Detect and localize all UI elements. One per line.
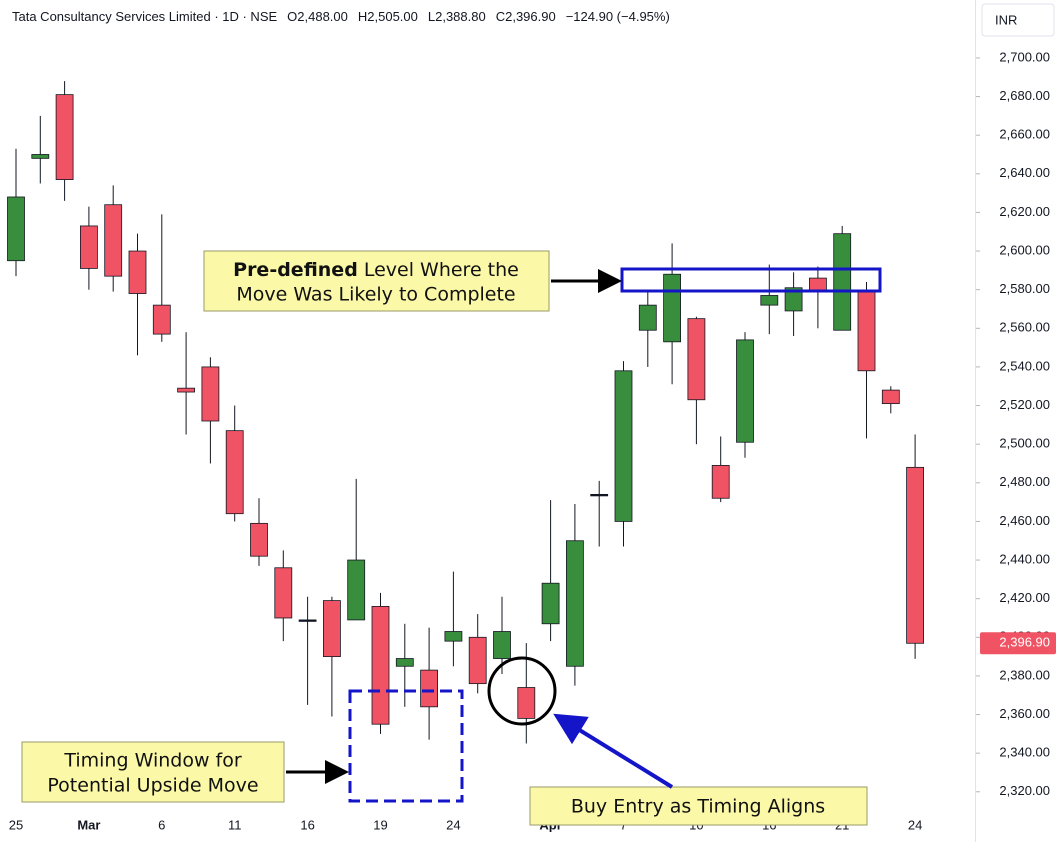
candle-body [566, 540, 584, 667]
candle-body [250, 522, 268, 557]
note-line: Move Was Likely to Complete [236, 284, 515, 306]
candle-body [371, 605, 390, 725]
y-tick-label: 2,320.00 [999, 783, 1050, 798]
candle-body [420, 669, 439, 708]
candle-body [444, 631, 463, 642]
candle-body [857, 291, 876, 372]
candle-body [7, 196, 25, 262]
candle-body [395, 658, 414, 667]
note-line: Potential Upside Move [47, 775, 258, 797]
y-tick-label: 2,360.00 [999, 706, 1050, 721]
candle-body [128, 250, 147, 294]
candle-body [760, 295, 779, 306]
candle-body [298, 619, 317, 622]
candle-body [906, 466, 924, 644]
x-tick-label: 19 [373, 817, 387, 832]
candle-body [784, 287, 803, 312]
candle-body [55, 94, 74, 181]
x-tick-label: 11 [228, 817, 242, 832]
header: Tata Consultancy Services Limited · 1D ·… [12, 9, 670, 24]
y-tick-label: 2,700.00 [999, 49, 1050, 64]
note-line: Level Where the [364, 259, 519, 281]
y-tick-label: 2,520.00 [999, 397, 1050, 412]
y-tick-label: 2,420.00 [999, 590, 1050, 605]
candle-body [31, 154, 50, 159]
candle-body [80, 225, 98, 269]
arrow [553, 713, 674, 789]
y-tick-label: 2,560.00 [999, 320, 1050, 335]
last-price-label: 2,396.90 [999, 635, 1050, 650]
candle-body [493, 631, 511, 659]
currency: INR [995, 12, 1017, 27]
candle-body [152, 304, 171, 335]
candle-body [104, 204, 123, 277]
timing-window [348, 689, 464, 803]
note-bold: Pre-defined [233, 259, 358, 281]
candle-body [590, 493, 609, 497]
target-zone [620, 267, 882, 293]
candle-body [614, 370, 633, 522]
legend-close: C2,396.90 [496, 9, 556, 24]
candle-body [663, 273, 681, 343]
legend-open: O2,488.00 [287, 9, 348, 24]
candle-body [468, 636, 487, 685]
y-tick-label: 2,460.00 [999, 513, 1050, 528]
candle-body [541, 582, 560, 625]
y-tick-label: 2,660.00 [999, 127, 1050, 142]
x-tick-label: 16 [300, 817, 314, 832]
x-tick-label: 25 [9, 817, 23, 832]
legend-low: L2,388.80 [428, 9, 486, 24]
note-line: Timing Window for [63, 750, 241, 772]
y-tick-label: 2,540.00 [999, 358, 1050, 373]
currency-box [981, 3, 1055, 37]
candle-body [881, 389, 900, 405]
last-price-tag [980, 632, 1056, 655]
note-box [21, 741, 285, 803]
candle-body [711, 465, 730, 499]
y-tick-label: 2,380.00 [999, 667, 1050, 682]
y-tick-label: 2,480.00 [999, 474, 1050, 489]
note-line: Buy Entry as Timing Aligns [571, 796, 825, 818]
entry-circle [487, 656, 557, 726]
candle-body [347, 559, 366, 621]
y-tick-label: 2,600.00 [999, 242, 1050, 257]
candle-body [201, 366, 220, 422]
candle-body [833, 233, 852, 331]
y-tick-label: 2,500.00 [999, 436, 1050, 451]
x-tick-label: 6 [158, 817, 165, 832]
candle-body [225, 430, 244, 515]
y-tick-label: 2,340.00 [999, 745, 1050, 760]
note-box [529, 786, 868, 826]
x-tick-label: 24 [908, 817, 922, 832]
candle-body [687, 318, 706, 401]
y-tick-label: 2,680.00 [999, 88, 1050, 103]
candle-body [638, 304, 657, 331]
legend-high: H2,505.00 [358, 9, 418, 24]
y-tick-label: 2,580.00 [999, 281, 1050, 296]
note-level: Pre-defined Level Where the [233, 259, 519, 281]
candle-body [736, 339, 754, 443]
candle-body [177, 387, 196, 393]
candle-body [274, 567, 293, 619]
candle-body [517, 687, 536, 719]
y-tick-label: 2,620.00 [999, 204, 1050, 219]
x-tick-label: 24 [446, 817, 460, 832]
x-tick-label: Mar [77, 817, 100, 832]
legend-change: −124.90 (−4.95%) [566, 9, 670, 24]
y-tick-label: 2,440.00 [999, 551, 1050, 566]
candle-body [322, 600, 341, 658]
annotations: Pre-defined Level Where the Move Was Lik… [21, 250, 882, 826]
symbol-title: Tata Consultancy Services Limited · 1D ·… [12, 9, 277, 24]
note-box [203, 250, 550, 312]
y-tick-label: 2,640.00 [999, 165, 1050, 180]
